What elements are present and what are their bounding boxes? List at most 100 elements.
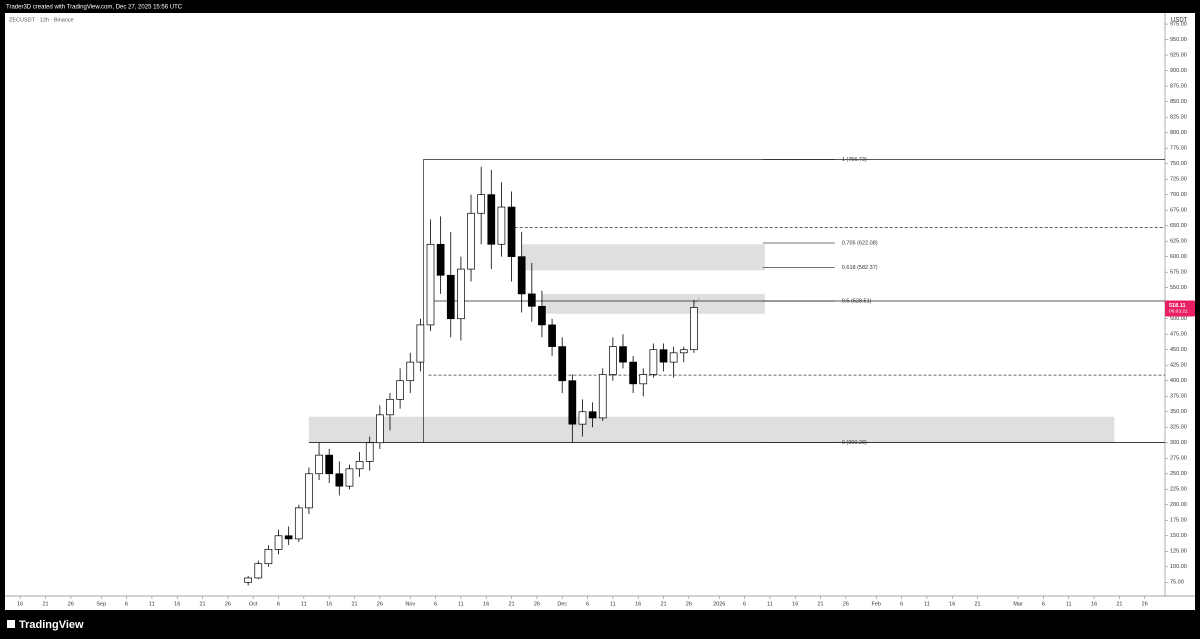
y-tick-label: 450.00 <box>1170 347 1187 353</box>
price-tag-label: 518.11 <box>1169 303 1186 309</box>
x-tick-label: 16 <box>792 601 798 607</box>
x-tick-label: 21 <box>351 601 357 607</box>
x-tick-label: 26 <box>68 601 74 607</box>
y-tick-label: 700.00 <box>1170 192 1187 198</box>
candle-body <box>335 473 344 487</box>
candle-body <box>294 507 303 540</box>
y-tick-label: 325.00 <box>1170 425 1187 431</box>
candle-body <box>284 535 293 540</box>
y-tick-label: 850.00 <box>1170 99 1187 105</box>
candle-body <box>538 305 546 326</box>
y-tick-label: 100.00 <box>1170 564 1187 570</box>
candle-body <box>396 380 404 400</box>
plot: 1 (756.73) 0.705 (622.08) 0.618 (582.37) 0.… <box>244 157 1165 586</box>
candle-body <box>315 454 323 475</box>
x-tick-label: 21 <box>660 601 666 607</box>
y-tick-label: 475.00 <box>1170 332 1187 338</box>
candle-body <box>365 442 374 462</box>
candle-body <box>244 577 252 583</box>
candle-body <box>598 374 607 419</box>
x-tick-label: 16 <box>17 601 23 607</box>
y-tick-label: 250.00 <box>1170 471 1187 477</box>
currency: USDT <box>1171 18 1188 24</box>
candle-body <box>355 461 364 470</box>
zone <box>521 244 765 271</box>
x-tick-label: 21 <box>42 601 48 607</box>
candle-body <box>517 256 526 295</box>
candle-body <box>659 349 668 363</box>
candle-body <box>527 293 536 307</box>
y-tick-label: 600.00 <box>1170 254 1187 260</box>
x-tick-label: 26 <box>534 601 540 607</box>
x-tick-label: 6 <box>434 601 437 607</box>
candle-body <box>679 349 688 354</box>
x-tick-label: 21 <box>975 601 981 607</box>
y-tick-label: 375.00 <box>1170 394 1187 400</box>
x-tick-label: 6 <box>1042 601 1045 607</box>
x-tick-label: 11 <box>1066 601 1072 607</box>
candle-body <box>477 194 486 214</box>
y-tick-label: 400.00 <box>1170 378 1187 384</box>
candle-body <box>558 346 567 382</box>
x-tick-label: 11 <box>458 601 464 607</box>
candle-body <box>457 268 465 320</box>
candle-body <box>649 349 658 375</box>
y-tick-label: 500.00 <box>1170 316 1187 322</box>
x-tick-label: 6 <box>277 601 280 607</box>
x-tick-label: 11 <box>301 601 307 607</box>
x-tick-label: 6 <box>743 601 746 607</box>
y-tick-label: 200.00 <box>1170 502 1187 508</box>
x-tick-label: Mar <box>1013 601 1023 607</box>
countdown: 06:03:22 <box>1169 309 1188 315</box>
y-tick-label: 150.00 <box>1170 533 1187 539</box>
x-tick-label: 11 <box>149 601 155 607</box>
candle-body <box>274 535 283 550</box>
logo-icon <box>7 620 15 628</box>
candle-body <box>568 380 577 425</box>
x-tick-label: 11 <box>924 601 930 607</box>
candle-body <box>305 473 313 509</box>
candle-body <box>467 212 475 270</box>
candle-body <box>426 243 435 326</box>
x-tick-label: 21 <box>817 601 823 607</box>
x-tick-label: 11 <box>767 601 773 607</box>
fib-label: 0 (300.28) <box>842 440 867 446</box>
x-tick-label: Feb <box>872 601 881 607</box>
candle-body <box>578 411 587 425</box>
y-tick-label: 825.00 <box>1170 115 1187 121</box>
candle-body <box>254 563 263 579</box>
candle-body <box>406 361 415 382</box>
zone <box>541 293 765 314</box>
x-tick-label: 6 <box>586 601 589 607</box>
candle-body <box>375 414 384 444</box>
x-tick-label: 16 <box>949 601 955 607</box>
y-tick-label: 550.00 <box>1170 285 1187 291</box>
fib-label: 1 (756.73) <box>842 157 867 163</box>
y-tick-label: 875.00 <box>1170 84 1187 90</box>
y-tick-label: 750.00 <box>1170 161 1187 167</box>
x-tick-label: 26 <box>225 601 231 607</box>
brand: TradingView <box>19 619 84 631</box>
x-tick-label: 16 <box>483 601 489 607</box>
y-tick-label: 900.00 <box>1170 68 1187 74</box>
x-tick-label: 26 <box>1142 601 1148 607</box>
candle-body <box>345 468 354 487</box>
y-tick-label: 625.00 <box>1170 239 1187 245</box>
logo: TradingView <box>7 619 84 631</box>
y-tick-label: 950.00 <box>1170 37 1187 43</box>
x-tick-label: 26 <box>843 601 849 607</box>
x-tick-label: 16 <box>1091 601 1097 607</box>
y-tick-label: 725.00 <box>1170 177 1187 183</box>
credit: Trader3D created with TradingView.com, D… <box>6 5 183 11</box>
x-tick-label: Nov <box>405 601 415 607</box>
candle-body <box>619 346 627 363</box>
y-tick-label: 275.00 <box>1170 456 1187 462</box>
candle-body <box>548 324 556 347</box>
x-tick-label: 6 <box>900 601 903 607</box>
x-tick-label: 2026 <box>713 601 725 607</box>
x-tick-label: 16 <box>174 601 180 607</box>
y-tick-label: 75.00 <box>1170 580 1184 586</box>
candles <box>244 166 698 586</box>
y-tick-label: 925.00 <box>1170 53 1187 59</box>
